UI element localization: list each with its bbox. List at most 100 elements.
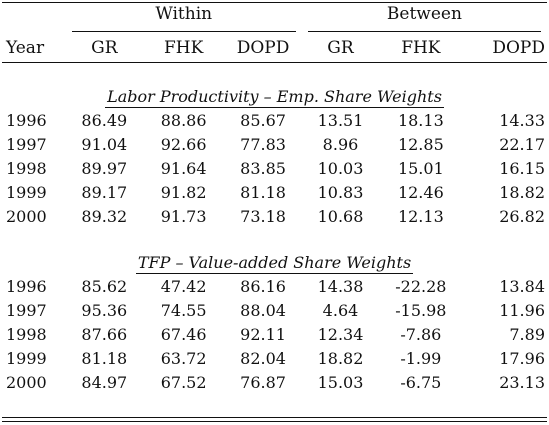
table-cell: 12.13	[397, 207, 444, 226]
section-title-labor: Labor Productivity – Emp. Share Weights	[105, 86, 444, 108]
row-year: 1997	[6, 301, 47, 320]
table-cell: -6.75	[400, 373, 442, 392]
table-cell: 11.96	[499, 301, 545, 320]
row-year: 1996	[6, 111, 47, 130]
row-year: 2000	[6, 373, 47, 392]
row-year: 2000	[6, 207, 47, 226]
table-cell: 18.82	[317, 349, 364, 368]
table-cell: 89.17	[81, 183, 128, 202]
table-cell: 77.83	[240, 135, 286, 154]
col-header-within-gr: GR	[91, 37, 118, 58]
table-cell: 85.67	[240, 111, 286, 130]
table-cell: 26.82	[499, 207, 545, 226]
table-cell: 81.18	[240, 183, 286, 202]
table-cell: -7.86	[400, 325, 442, 344]
table-row: 1996 86.49 88.86 85.67 13.51 18.13 14.33	[2, 109, 547, 133]
col-header-between-dopd: DOPD	[492, 37, 545, 58]
column-header-row: Year GR FHK DOPD GR FHK DOPD	[2, 34, 547, 63]
table-cell: 14.33	[499, 111, 545, 130]
section-title-tfp: TFP – Value-added Share Weights	[135, 252, 414, 274]
table-cell: -1.99	[400, 349, 442, 368]
table-cell: 16.15	[499, 159, 545, 178]
table-top-rule	[2, 2, 547, 3]
table-cell: -22.28	[395, 277, 447, 296]
group-between-rule	[307, 31, 541, 32]
section-title-row: TFP – Value-added Share Weights	[2, 253, 547, 275]
table-cell: 17.96	[499, 349, 545, 368]
decomposition-table: Within Between Year GR FHK DOPD GR FHK D…	[2, 4, 547, 395]
col-header-between-gr: GR	[327, 37, 354, 58]
row-year: 1998	[6, 325, 47, 344]
table-cell: 86.49	[81, 111, 128, 130]
group-between: Between	[302, 4, 547, 34]
year-header: Year	[6, 37, 45, 58]
table-row: 1999 81.18 63.72 82.04 18.82 -1.99 17.96	[2, 347, 547, 371]
table-cell: 8.96	[322, 135, 359, 154]
table-cell: 91.64	[160, 159, 207, 178]
col-header-between-fhk: FHK	[401, 37, 441, 58]
table-cell: 10.83	[317, 183, 364, 202]
group-within-rule	[71, 31, 296, 32]
table-cell: 12.46	[397, 183, 444, 202]
table-cell: 85.62	[81, 277, 128, 296]
table-cell: -15.98	[395, 301, 447, 320]
table-row: 1997 91.04 92.66 77.83 8.96 12.85 22.17	[2, 133, 547, 157]
group-between-label: Between	[386, 4, 462, 24]
table-cell: 13.51	[317, 111, 364, 130]
table-row: 1998 87.66 67.46 92.11 12.34 -7.86 7.89	[2, 323, 547, 347]
table-cell: 12.34	[317, 325, 364, 344]
table-cell: 4.64	[322, 301, 359, 320]
table-cell: 84.97	[81, 373, 128, 392]
row-year: 1997	[6, 135, 47, 154]
table-cell: 13.84	[499, 277, 545, 296]
table-row: 1998 89.97 91.64 83.85 10.03 15.01 16.15	[2, 157, 547, 181]
table-row: 1996 85.62 47.42 86.16 14.38 -22.28 13.8…	[2, 275, 547, 299]
row-year: 1996	[6, 277, 47, 296]
table-row: 1999 89.17 91.82 81.18 10.83 12.46 18.82	[2, 181, 547, 205]
table-bottom-double-rule	[2, 417, 547, 422]
row-year: 1999	[6, 349, 47, 368]
table-cell: 18.13	[397, 111, 444, 130]
table-cell: 89.32	[81, 207, 128, 226]
group-within-label: Within	[155, 4, 213, 24]
table-row: 1997 95.36 74.55 88.04 4.64 -15.98 11.96	[2, 299, 547, 323]
col-header-within-dopd: DOPD	[236, 37, 290, 58]
table-cell: 83.85	[240, 159, 286, 178]
col-header-within-fhk: FHK	[163, 37, 204, 58]
table-cell: 12.85	[397, 135, 444, 154]
table-cell: 87.66	[81, 325, 128, 344]
table-cell: 86.16	[240, 277, 286, 296]
table-cell: 18.82	[499, 183, 545, 202]
table-cell: 95.36	[81, 301, 128, 320]
table-cell: 22.17	[499, 135, 545, 154]
table-cell: 89.97	[81, 159, 128, 178]
table-cell: 15.01	[397, 159, 444, 178]
table-cell: 15.03	[317, 373, 364, 392]
table-cell: 63.72	[160, 349, 207, 368]
table-cell: 91.82	[160, 183, 207, 202]
table-cell: 10.68	[317, 207, 364, 226]
table-cell: 23.13	[499, 373, 545, 392]
table-cell: 74.55	[160, 301, 207, 320]
table-cell: 92.11	[240, 325, 286, 344]
table-cell: 88.86	[160, 111, 207, 130]
table-cell: 91.73	[160, 207, 207, 226]
table-row: 2000 89.32 91.73 73.18 10.68 12.13 26.82	[2, 205, 547, 229]
group-header-row: Within Between	[2, 4, 547, 34]
section-title-row: Labor Productivity – Emp. Share Weights	[2, 87, 547, 109]
table-cell: 82.04	[240, 349, 286, 368]
table-cell: 73.18	[240, 207, 286, 226]
row-year: 1999	[6, 183, 47, 202]
table-cell: 67.52	[160, 373, 207, 392]
table-cell: 14.38	[317, 277, 364, 296]
table-cell: 10.03	[317, 159, 364, 178]
table-cell: 88.04	[240, 301, 286, 320]
table-cell: 67.46	[160, 325, 207, 344]
table-cell: 81.18	[81, 349, 128, 368]
group-within: Within	[66, 4, 302, 34]
table-cell: 76.87	[240, 373, 286, 392]
row-year: 1998	[6, 159, 47, 178]
table-row: 2000 84.97 67.52 76.87 15.03 -6.75 23.13	[2, 371, 547, 395]
table-cell: 92.66	[160, 135, 207, 154]
